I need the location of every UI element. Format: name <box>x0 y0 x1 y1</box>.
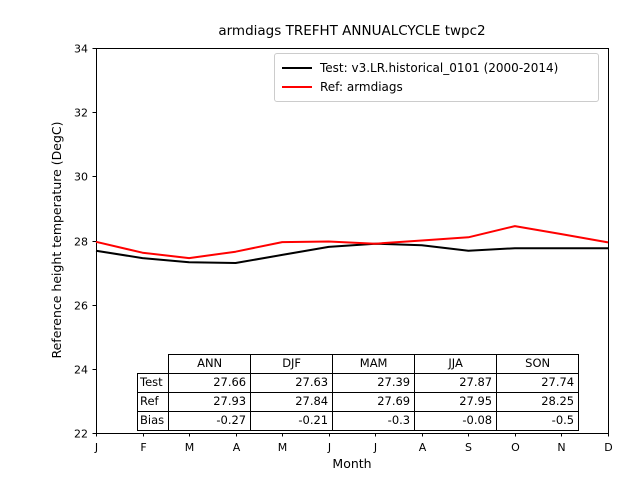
table-value-cell: 27.87 <box>414 373 498 393</box>
legend-entry-test: Test: v3.LR.historical_0101 (2000-2014) <box>282 62 598 74</box>
series-line-ref <box>95 225 609 260</box>
table-value-cell: 27.66 <box>168 373 252 393</box>
table-col-header: JJA <box>414 354 498 374</box>
table-value-cell: -0.3 <box>332 411 416 431</box>
table-value-cell: 27.39 <box>332 373 416 393</box>
table-row-label: Bias <box>136 411 170 431</box>
series-line-test <box>95 242 608 264</box>
table-row: Bias -0.27 -0.21 -0.3 -0.08 -0.5 <box>136 411 580 431</box>
table-row: Ref 27.93 27.84 27.69 27.95 28.25 <box>136 392 580 412</box>
table-value-cell: 27.74 <box>496 373 580 393</box>
ref-line-swatch <box>282 86 312 89</box>
table-row-label: Ref <box>136 392 170 412</box>
x-tick-label: N <box>557 441 565 454</box>
test-line-swatch <box>282 66 312 69</box>
table-value-cell: 27.93 <box>168 392 252 412</box>
x-tick-label: A <box>233 441 241 454</box>
table-col-header: ANN <box>168 354 252 374</box>
x-tick-label: M <box>278 441 288 454</box>
table-value-cell: -0.08 <box>414 411 498 431</box>
y-tick-label: 26 <box>74 300 88 313</box>
y-tick-label: 32 <box>74 107 88 120</box>
y-tick-label: 28 <box>74 236 88 249</box>
table-value-cell: 27.69 <box>332 392 416 412</box>
x-tick-label: O <box>511 441 520 454</box>
x-tick-label: J <box>373 441 377 454</box>
y-tick-label: 34 <box>74 43 88 56</box>
table-col-header: SON <box>496 354 580 374</box>
chart-title: armdiags TREFHT ANNUALCYCLE twpc2 <box>218 23 486 39</box>
table-corner-cell <box>138 355 169 374</box>
x-tick-label: J <box>327 441 331 454</box>
y-tick-label: 22 <box>74 428 88 441</box>
table-value-cell: -0.21 <box>250 411 334 431</box>
y-tick-label: 24 <box>74 364 88 377</box>
table-value-cell: 27.95 <box>414 392 498 412</box>
legend-entry-ref: Ref: armdiags <box>282 81 598 93</box>
table-value-cell: -0.27 <box>168 411 252 431</box>
table-col-header: DJF <box>250 354 334 374</box>
x-tick-label: M <box>185 441 195 454</box>
y-axis-label: Reference height temperature (DegC) <box>48 121 64 359</box>
x-axis-label: Month <box>332 456 372 471</box>
x-tick-label: D <box>604 441 612 454</box>
table-value-cell: 27.84 <box>250 392 334 412</box>
x-tick-label: F <box>140 441 146 454</box>
table-row: Test 27.66 27.63 27.39 27.87 27.74 <box>136 373 580 393</box>
legend-label-ref: Ref: armdiags <box>320 80 403 95</box>
y-tick-label: 30 <box>74 171 88 184</box>
table-value-cell: 27.63 <box>250 373 334 393</box>
legend: Test: v3.LR.historical_0101 (2000-2014) … <box>274 53 599 102</box>
x-tick-label: A <box>419 441 427 454</box>
summary-table: ANN DJF MAM JJA SON Test 27.66 27.63 27.39 27.87 2… <box>136 354 580 431</box>
legend-label-test: Test: v3.LR.historical_0101 (2000-2014) <box>320 60 559 75</box>
x-tick-label: S <box>465 441 472 454</box>
table-row-label: Test <box>136 373 170 393</box>
table-value-cell: 28.25 <box>496 392 580 412</box>
x-tick-label: J <box>94 441 98 454</box>
table-value-cell: -0.5 <box>496 411 580 431</box>
table-col-header: MAM <box>332 354 416 374</box>
